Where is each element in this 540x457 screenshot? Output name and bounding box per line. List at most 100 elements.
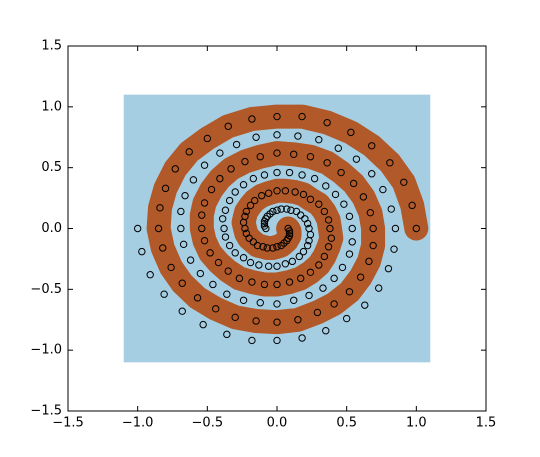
point [249, 238, 258, 246]
point [347, 128, 355, 137]
point [315, 261, 323, 269]
point [324, 216, 333, 224]
y-tick-label: −1.0 [30, 343, 62, 358]
point [181, 191, 189, 200]
point [241, 224, 249, 233]
point [277, 205, 285, 213]
point [295, 252, 303, 261]
point [231, 188, 239, 196]
point [248, 278, 256, 286]
point [368, 142, 376, 150]
point [305, 224, 313, 233]
point [260, 217, 269, 225]
point [178, 307, 186, 315]
x-tick-label: −1.0 [122, 416, 154, 431]
point [273, 280, 281, 289]
point [269, 244, 277, 252]
point [177, 207, 185, 216]
point [255, 261, 263, 269]
decision-band [146, 104, 429, 335]
point [294, 316, 302, 324]
point [257, 191, 266, 200]
point [231, 313, 239, 322]
point [310, 174, 319, 183]
point [326, 224, 334, 233]
point [349, 179, 358, 188]
point [256, 153, 264, 161]
point [368, 170, 376, 178]
point [259, 243, 267, 251]
point [369, 241, 377, 250]
point [319, 284, 327, 292]
point [216, 174, 224, 183]
point [249, 174, 258, 183]
point [306, 195, 315, 204]
point [146, 271, 154, 279]
point [301, 215, 309, 223]
point [298, 334, 306, 342]
point [264, 189, 273, 197]
y-tick-label: 0.5 [41, 160, 62, 175]
point [227, 165, 235, 173]
point [159, 244, 167, 252]
point [387, 205, 395, 213]
point [273, 112, 281, 121]
point [320, 207, 329, 216]
point [260, 171, 269, 179]
point [281, 187, 290, 195]
point [283, 205, 291, 213]
point [294, 132, 302, 140]
point [281, 260, 290, 268]
point [200, 236, 209, 245]
point [327, 234, 336, 242]
point [207, 185, 216, 194]
point [273, 187, 281, 195]
point [323, 118, 331, 127]
point [322, 182, 330, 190]
point [391, 224, 400, 233]
point [338, 263, 347, 272]
point [248, 336, 256, 345]
point [225, 196, 234, 205]
point [179, 240, 188, 249]
point [161, 184, 170, 193]
point [273, 300, 281, 308]
point [356, 273, 365, 281]
point [291, 188, 299, 196]
point [324, 243, 333, 251]
point [342, 314, 351, 323]
point [225, 241, 234, 250]
point [246, 201, 255, 210]
point [232, 140, 241, 149]
point [400, 178, 408, 186]
point [200, 161, 209, 169]
point [273, 168, 281, 177]
point [285, 232, 294, 240]
point [334, 144, 343, 152]
point [330, 300, 338, 308]
point [298, 171, 306, 179]
y-tick-label: 1.0 [41, 99, 62, 114]
point [178, 279, 186, 287]
point [345, 212, 354, 221]
plot-area [123, 94, 431, 363]
point [200, 199, 209, 207]
point [189, 176, 198, 184]
point [303, 241, 312, 250]
point [290, 150, 298, 158]
point [299, 190, 308, 199]
point [231, 249, 239, 257]
point [298, 112, 306, 121]
point [305, 291, 313, 300]
point [138, 247, 146, 256]
point [330, 274, 338, 283]
point [264, 262, 273, 270]
point [306, 268, 315, 276]
point [218, 215, 227, 223]
point [273, 206, 281, 214]
point [306, 153, 315, 161]
point [171, 165, 179, 173]
point [263, 244, 271, 252]
x-tick-label: 0.5 [336, 416, 357, 431]
